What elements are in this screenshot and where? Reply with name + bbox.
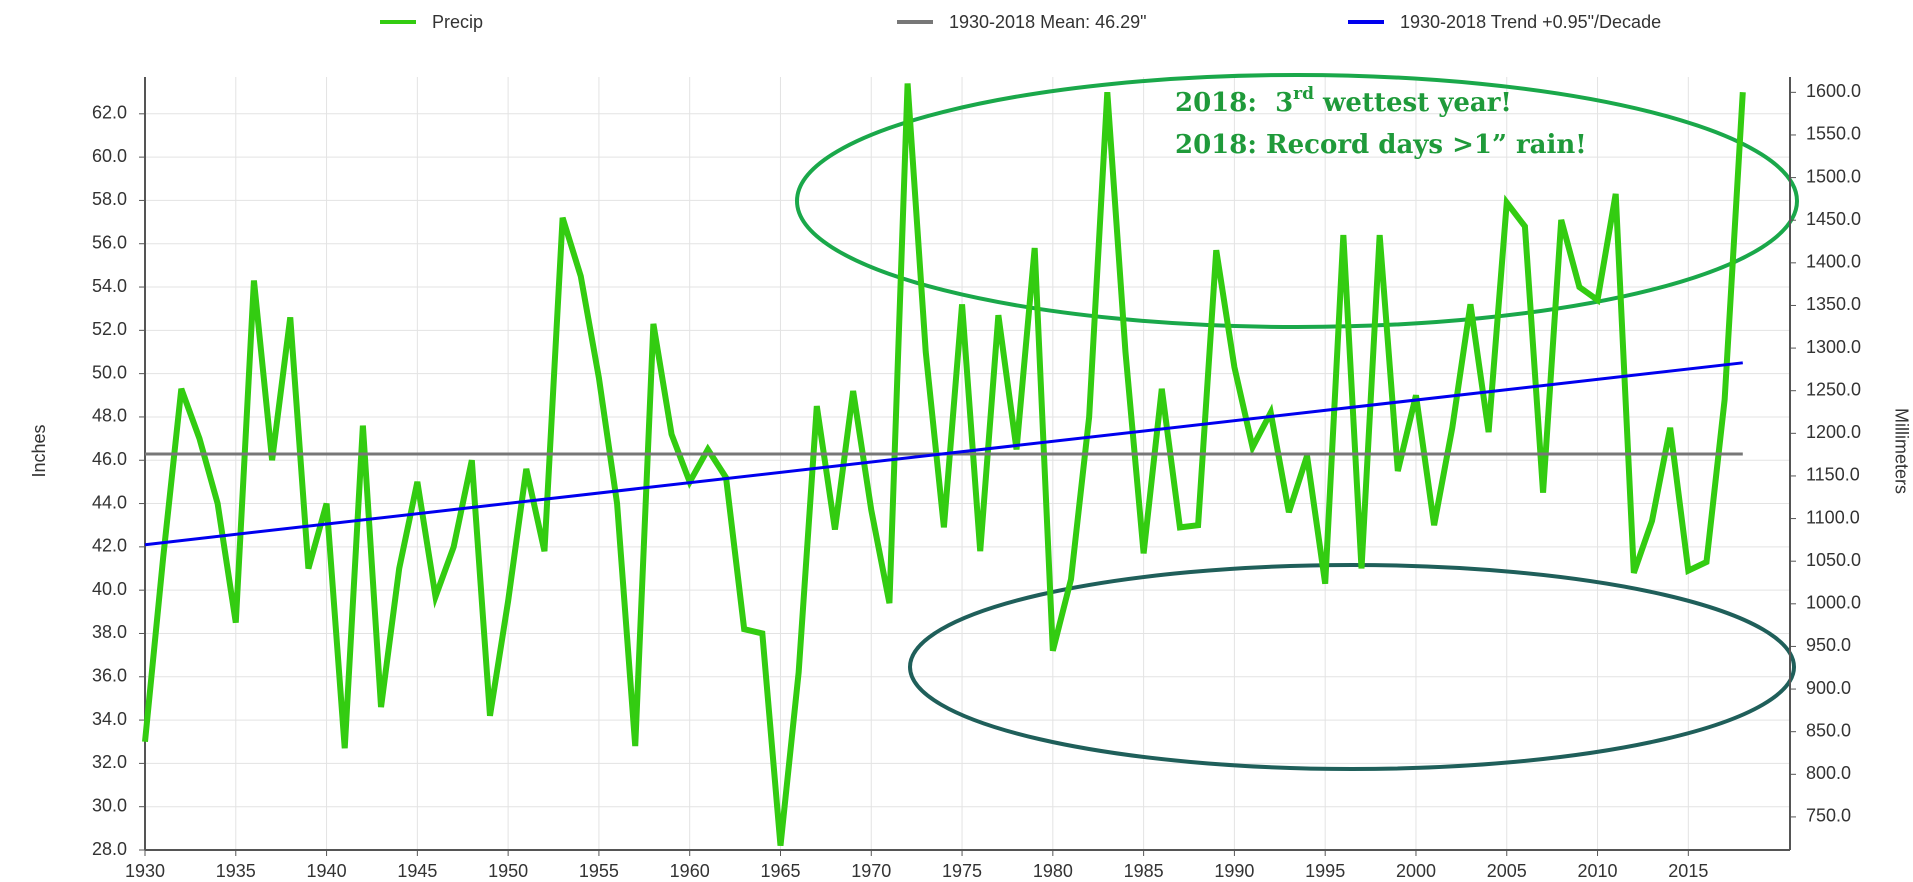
x-tick-label: 2010	[1578, 861, 1618, 881]
highlight-ellipse	[795, 73, 1799, 329]
x-tick-label: 1940	[307, 861, 347, 881]
y-tick-label: 46.0	[92, 449, 127, 469]
annotation-superscript: rd	[1293, 84, 1314, 104]
y2-tick-label: 1350.0	[1806, 294, 1861, 314]
y2-tick-label: 850.0	[1806, 720, 1851, 740]
y-tick-label: 54.0	[92, 276, 127, 296]
x-tick-label: 1990	[1214, 861, 1254, 881]
x-tick-label: 2005	[1487, 861, 1527, 881]
x-tick-label: 1945	[397, 861, 437, 881]
y2-tick-label: 800.0	[1806, 763, 1851, 783]
y-tick-label: 32.0	[92, 752, 127, 772]
x-tick-label: 1965	[760, 861, 800, 881]
y-tick-label: 44.0	[92, 492, 127, 512]
x-tick-label: 1980	[1033, 861, 1073, 881]
y2-tick-label: 1050.0	[1806, 550, 1861, 570]
legend-label: 1930-2018 Trend +0.95"/Decade	[1400, 12, 1661, 32]
annotation: 2018: Record days >1” rain!	[1175, 130, 1587, 160]
y2-tick-label: 750.0	[1806, 806, 1851, 826]
x-tick-label: 2015	[1668, 861, 1708, 881]
y-tick-label: 52.0	[92, 319, 127, 339]
y2-tick-label: 1250.0	[1806, 379, 1861, 399]
reference-line	[144, 361, 1743, 547]
y-tick-label: 60.0	[92, 146, 127, 166]
y-tick-label: 38.0	[92, 622, 127, 642]
y2-tick-label: 1100.0	[1806, 507, 1860, 527]
y-tick-label: 56.0	[92, 232, 127, 252]
x-tick-label: 1935	[216, 861, 256, 881]
y2-tick-label: 1500.0	[1806, 166, 1861, 186]
x-tick-label: 1985	[1124, 861, 1164, 881]
annotation-text: 2018: 3	[1175, 88, 1293, 118]
x-tick-label: 1930	[125, 861, 165, 881]
y2-tick-label: 1200.0	[1806, 422, 1861, 442]
y-tick-label: 34.0	[92, 709, 127, 729]
y-tick-label: 40.0	[92, 579, 127, 599]
y-tick-label: 58.0	[92, 189, 127, 209]
y2-tick-label: 1400.0	[1806, 252, 1861, 272]
y2-tick-label: 1550.0	[1806, 124, 1861, 144]
y-tick-label: 62.0	[92, 103, 127, 123]
y2-tick-label: 950.0	[1806, 635, 1851, 655]
legend-label: 1930-2018 Mean: 46.29"	[949, 12, 1147, 32]
legend-label: Precip	[432, 12, 483, 32]
x-tick-label: 1995	[1305, 861, 1345, 881]
y-tick-label: 36.0	[92, 666, 127, 686]
y2-tick-label: 1150.0	[1806, 465, 1860, 485]
x-tick-label: 2000	[1396, 861, 1436, 881]
x-tick-label: 1960	[670, 861, 710, 881]
annotation: 2018: 3rd wettest year!	[1175, 84, 1512, 119]
y2-tick-label: 1450.0	[1806, 209, 1861, 229]
y-axis-label: Inches	[29, 424, 49, 477]
y2-tick-label: 1600.0	[1806, 81, 1861, 101]
x-tick-label: 1975	[942, 861, 982, 881]
annotation-text: wettest year!	[1314, 88, 1512, 118]
y-tick-label: 48.0	[92, 406, 127, 426]
highlight-ellipse	[908, 563, 1796, 771]
y-tick-label: 42.0	[92, 536, 127, 556]
y-tick-label: 28.0	[92, 839, 127, 859]
precip-line	[142, 83, 1746, 846]
y-tick-label: 50.0	[92, 362, 127, 382]
x-tick-label: 1970	[851, 861, 891, 881]
x-tick-label: 1950	[488, 861, 528, 881]
y2-tick-label: 1000.0	[1806, 593, 1861, 613]
y2-axis-label: Millimeters	[1891, 408, 1911, 494]
y2-tick-label: 1300.0	[1806, 337, 1861, 357]
y-tick-label: 30.0	[92, 795, 127, 815]
x-tick-label: 1955	[579, 861, 619, 881]
y2-tick-label: 900.0	[1806, 678, 1851, 698]
